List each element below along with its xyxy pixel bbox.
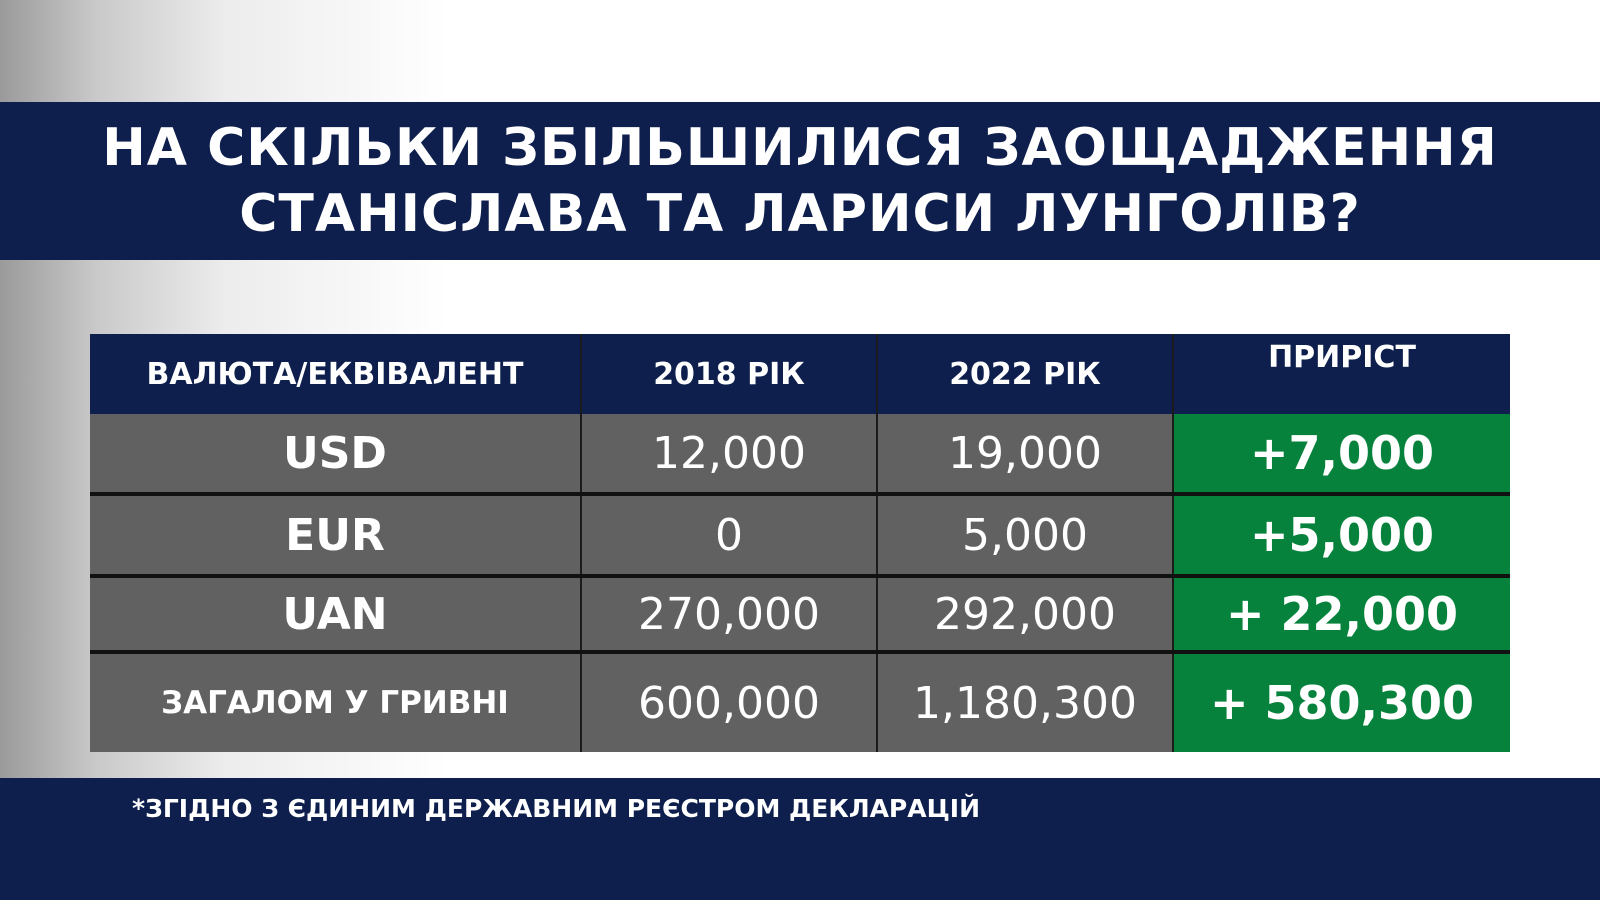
header-2022: 2022 РІК [878,334,1174,414]
cell-2018: 12,000 [582,414,878,492]
cell-2022: 1,180,300 [878,654,1174,752]
title-line-2: СТАНІСЛАВА ТА ЛАРИСИ ЛУНГОЛІВ? [239,184,1361,244]
cell-2018: 600,000 [582,654,878,752]
title-line-1: НА СКІЛЬКИ ЗБІЛЬШИЛИСЯ ЗАОЩАДЖЕННЯ [102,118,1498,178]
table-row-total: ЗАГАЛОМ У ГРИВНІ 600,000 1,180,300 + 580… [90,654,1510,752]
cell-currency: ЗАГАЛОМ У ГРИВНІ [90,654,582,752]
title-banner: НА СКІЛЬКИ ЗБІЛЬШИЛИСЯ ЗАОЩАДЖЕННЯ СТАНІ… [0,102,1600,260]
header-2018: 2018 РІК [582,334,878,414]
cell-2022: 19,000 [878,414,1174,492]
footer-banner: *ЗГІДНО З ЄДИНИМ ДЕРЖАВНИМ РЕЄСТРОМ ДЕКЛ… [0,778,1600,900]
cell-gain: + 580,300 [1174,654,1510,752]
cell-currency: USD [90,414,582,492]
cell-2018: 270,000 [582,578,878,650]
cell-gain: +5,000 [1174,496,1510,574]
table-row: EUR 0 5,000 +5,000 [90,496,1510,578]
cell-2018: 0 [582,496,878,574]
savings-table: ВАЛЮТА/ЕКВІВАЛЕНТ 2018 РІК 2022 РІК ПРИР… [90,334,1510,752]
table-row: USD 12,000 19,000 +7,000 [90,414,1510,496]
cell-2022: 292,000 [878,578,1174,650]
table-header: ВАЛЮТА/ЕКВІВАЛЕНТ 2018 РІК 2022 РІК ПРИР… [90,334,1510,414]
table-row: UAN 270,000 292,000 + 22,000 [90,578,1510,654]
cell-gain: + 22,000 [1174,578,1510,650]
cell-gain: +7,000 [1174,414,1510,492]
header-currency: ВАЛЮТА/ЕКВІВАЛЕНТ [90,334,582,414]
cell-currency: EUR [90,496,582,574]
cell-2022: 5,000 [878,496,1174,574]
header-gain: ПРИРІСТ [1268,340,1416,375]
footnote: *ЗГІДНО З ЄДИНИМ ДЕРЖАВНИМ РЕЄСТРОМ ДЕКЛ… [132,794,981,823]
cell-currency: UAN [90,578,582,650]
table-body: USD 12,000 19,000 +7,000 EUR 0 5,000 +5,… [90,414,1510,752]
